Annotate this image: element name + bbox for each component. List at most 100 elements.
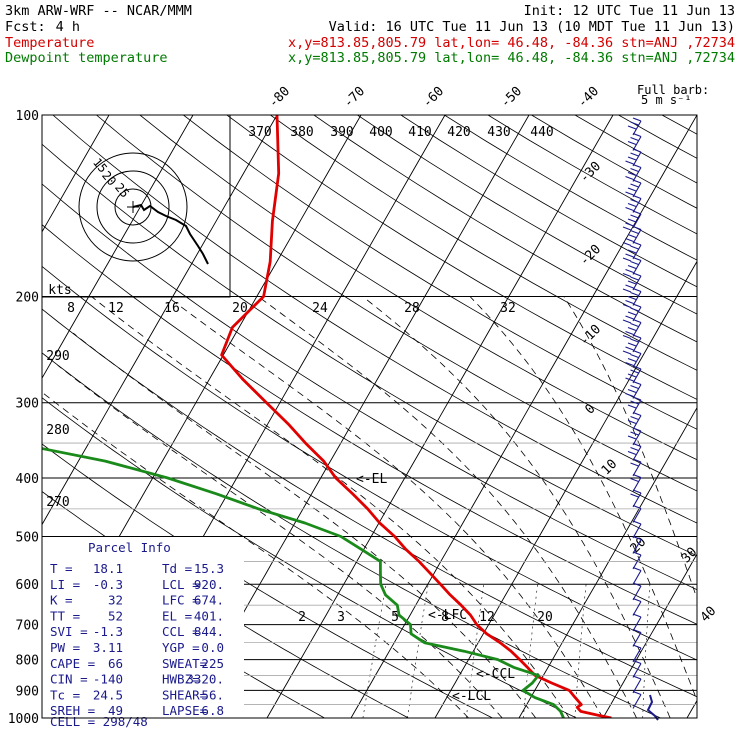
mixing-ratio-line	[523, 584, 538, 718]
wind-barb-flag	[625, 361, 634, 367]
profiles	[42, 115, 612, 718]
wind-barb-staff	[632, 399, 642, 415]
parcel-cell: 401.	[194, 608, 224, 623]
wind-barb-flag	[625, 268, 634, 274]
parcel-cell: 0.0	[201, 640, 224, 655]
theta-label: 440	[530, 125, 553, 140]
wind-barb-flag	[632, 349, 642, 355]
parcel-cell: 52	[108, 608, 123, 623]
wind-barb-staff	[632, 523, 642, 539]
theta-left-label: 290	[46, 349, 69, 364]
isotherm-label: -80	[266, 84, 293, 111]
theta-label: 410	[408, 125, 431, 140]
theta-label: 390	[330, 125, 353, 140]
dry-adiabat-line	[96, 115, 697, 492]
wind-barb-flag	[632, 318, 642, 324]
wind-barb-staff	[632, 601, 642, 616]
parcel-cell: SHEAR=	[162, 687, 207, 702]
wind-barb-flag	[627, 140, 637, 146]
wind-barb-flag	[632, 225, 642, 231]
hodograph-ring	[78, 152, 188, 262]
parcel-cell: 66	[108, 656, 123, 671]
moist-adiabat-line	[72, 332, 537, 718]
isotherm-label: 0	[582, 401, 598, 417]
parcel-cell: 18.1	[93, 561, 123, 576]
speed-label: kts	[48, 283, 71, 298]
wind-barb-staff	[632, 384, 642, 399]
wind-barb-flag	[630, 322, 639, 328]
parcel-cell: 49	[108, 703, 123, 718]
wind-barb-flag	[632, 504, 642, 510]
pressure-tick-label: 300	[16, 397, 39, 412]
parcel-cell: CAPE =	[50, 656, 95, 671]
wind-barb-flag	[627, 264, 637, 270]
wind-barb-flag	[627, 218, 637, 223]
parcel-cell: LFC =	[162, 593, 200, 608]
wind-barb-flag	[632, 566, 642, 572]
parcel-cell: 24.5	[93, 687, 123, 702]
parcel-cell: T =	[50, 561, 73, 576]
mixing-ratio-label: 5	[391, 610, 399, 625]
parcel-cell: Td =	[162, 561, 192, 576]
wind-barb-flag	[630, 214, 639, 219]
wind-barb-flag	[622, 272, 632, 278]
parcel-cell: HWBZ=	[162, 672, 200, 687]
wind-barb-flag	[630, 415, 639, 421]
dry-adiabat-line	[183, 115, 697, 430]
wind-barb-flag	[632, 117, 642, 122]
wind-barb-staff	[632, 322, 642, 337]
wind-barb-flag	[632, 411, 642, 417]
plot-frame	[41, 114, 698, 719]
forecast-label: Fcst:	[5, 19, 46, 35]
forecast-hour: 4 h	[56, 19, 80, 35]
wind-barb-staff	[632, 306, 642, 322]
wind-barb-flag	[627, 357, 637, 363]
pressure-tick-label: 100	[16, 109, 39, 124]
wind-barb-flag	[625, 346, 634, 351]
wind-barb-flag	[632, 644, 642, 649]
wind-barb-flag	[630, 183, 639, 188]
wind-barb-staff	[632, 647, 642, 663]
wind-barb-flag	[630, 477, 639, 483]
dry-adiabat-line	[52, 115, 697, 524]
mixing-ratio-label: 8	[441, 610, 449, 625]
wind-barb-staff	[632, 213, 642, 229]
moist-adiabat-line	[563, 296, 697, 600]
pressure-tick-label: 800	[16, 654, 39, 669]
wind-barb-flag	[625, 392, 634, 398]
wind-barb-flag	[630, 121, 639, 126]
wind-barb-staff	[632, 151, 642, 167]
wind-barb-staff	[632, 632, 642, 647]
speed-label: 12	[108, 301, 124, 316]
isotherm-label: -10	[577, 322, 604, 349]
barb-legend-units: 5 m s⁻¹	[641, 93, 692, 107]
wind-barb-flag	[630, 260, 639, 266]
wind-barb-staff	[632, 477, 642, 492]
parcel-cell: CCL =	[162, 624, 200, 639]
theta-label: 370	[248, 125, 271, 140]
parcel-cell: -0.3	[93, 577, 123, 592]
level-annotation: <-CCL	[476, 667, 515, 682]
mixing-ratio-label: 3	[337, 610, 345, 625]
parcel-cell: 3320.	[186, 672, 224, 687]
theta-left-label: 280	[46, 423, 69, 438]
parcel-cell: LI =	[50, 577, 80, 592]
wind-barb-flag	[627, 171, 637, 177]
wind-barb-flag	[625, 253, 634, 258]
wind-barb-staff	[632, 198, 642, 213]
parcel-cell: 56.	[201, 687, 224, 702]
speed-label: 16	[164, 301, 180, 316]
wind-barb-flag	[632, 489, 642, 494]
wind-barb-flag	[630, 291, 639, 297]
wind-barb-flag	[627, 373, 637, 378]
isotherm-label: -50	[498, 84, 525, 111]
wind-barb-flag	[625, 237, 634, 243]
dry-adiabat-line	[226, 115, 697, 400]
wind-barb-flag	[627, 280, 637, 285]
wind-barb-flag	[622, 241, 632, 247]
pressure-tick-label: 600	[16, 578, 39, 593]
wind-barb-flag	[625, 206, 634, 212]
hodograph-ring-label: 25	[112, 180, 132, 200]
parcel-cell: LCL =	[162, 577, 200, 592]
parcel-cell: -140	[93, 672, 123, 687]
